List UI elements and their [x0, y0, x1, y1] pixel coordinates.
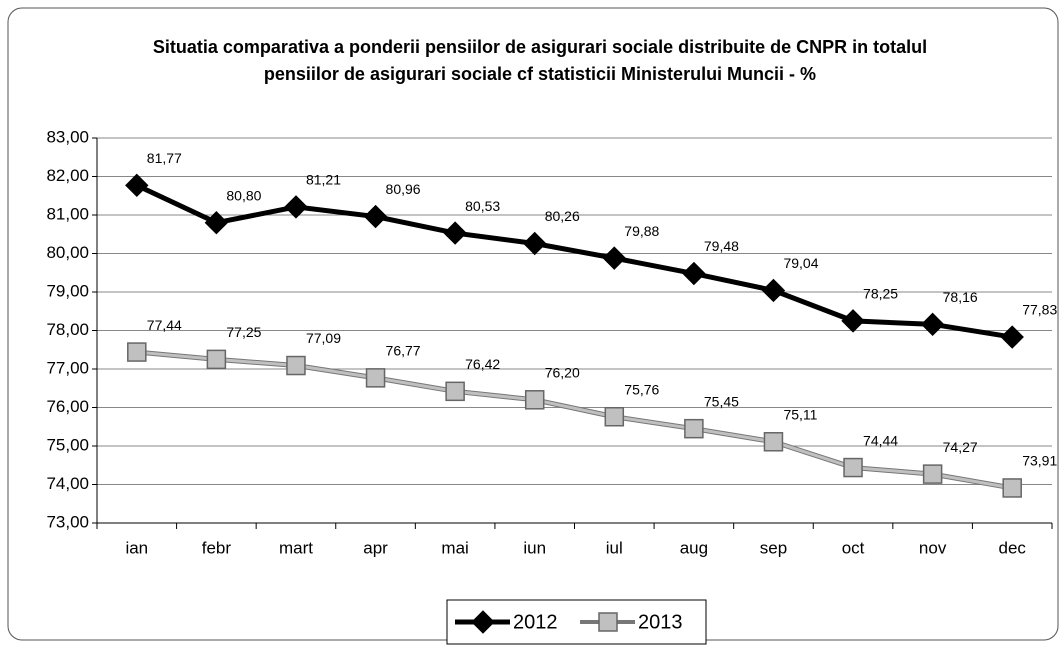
- y-tick-label: 83,00: [46, 127, 89, 146]
- y-tick-label: 74,00: [46, 474, 89, 493]
- x-tick-label: nov: [919, 538, 947, 557]
- x-tick-label: apr: [363, 538, 388, 557]
- marker: [286, 355, 306, 376]
- data-label: 76,42: [465, 356, 500, 372]
- marker: [598, 612, 618, 632]
- marker: [1002, 478, 1022, 498]
- marker: [843, 457, 863, 478]
- y-tick-label: 78,00: [46, 320, 89, 339]
- marker: [363, 204, 388, 229]
- marker: [523, 231, 547, 256]
- y-tick-label: 76,00: [46, 397, 89, 416]
- x-tick-label: sep: [760, 538, 787, 557]
- data-label: 78,16: [943, 289, 978, 305]
- marker: [365, 368, 386, 388]
- marker: [684, 418, 704, 439]
- marker: [922, 464, 943, 484]
- marker: [841, 309, 865, 333]
- data-label: 74,44: [863, 432, 898, 448]
- marker: [206, 349, 227, 370]
- marker: [604, 406, 625, 427]
- data-label: 77,25: [226, 324, 261, 340]
- marker: [284, 195, 308, 219]
- x-tick-label: oct: [842, 538, 865, 557]
- marker: [763, 432, 784, 452]
- data-label: 79,48: [704, 238, 739, 254]
- y-tick-label: 79,00: [46, 281, 89, 300]
- data-label: 75,45: [704, 393, 739, 409]
- x-tick-label: iun: [523, 538, 546, 557]
- chart-title: Situatia comparativa a ponderii pensiilo…: [152, 37, 928, 84]
- marker: [471, 610, 495, 634]
- marker: [920, 312, 945, 337]
- data-label: 80,26: [545, 208, 580, 224]
- data-label: 81,21: [306, 172, 341, 188]
- marker: [127, 342, 147, 362]
- data-label: 80,80: [226, 187, 261, 203]
- marker: [761, 278, 786, 303]
- data-label: 77,83: [1022, 302, 1057, 318]
- x-tick-label: iul: [606, 538, 623, 557]
- data-label: 81,77: [147, 150, 182, 166]
- x-tick-label: ian: [125, 538, 148, 557]
- marker: [445, 381, 465, 402]
- data-label: 73,91: [1022, 453, 1057, 469]
- marker: [125, 173, 149, 198]
- x-tick-label: dec: [998, 538, 1026, 557]
- marker: [682, 261, 706, 286]
- data-label: 75,76: [624, 381, 659, 397]
- y-tick-label: 80,00: [46, 243, 89, 262]
- y-tick-label: 73,00: [46, 512, 89, 531]
- series-line: [135, 183, 1013, 340]
- data-label: 79,88: [624, 223, 659, 239]
- data-label: 80,53: [465, 198, 500, 214]
- marker: [1000, 325, 1024, 349]
- data-label: 76,20: [545, 365, 580, 381]
- x-tick-label: mai: [441, 538, 468, 557]
- y-tick-label: 75,00: [46, 435, 89, 454]
- data-label: 77,44: [147, 317, 182, 333]
- x-tick-label: aug: [680, 538, 708, 557]
- data-label: 80,96: [386, 181, 421, 197]
- marker: [524, 390, 545, 410]
- data-label: 77,09: [306, 330, 341, 346]
- legend-label: 2012: [513, 611, 558, 633]
- x-tick-label: mart: [279, 538, 313, 557]
- series-line: [136, 350, 1013, 490]
- data-label: 79,04: [783, 255, 818, 271]
- data-label: 75,11: [783, 406, 817, 422]
- legend-label: 2013: [638, 611, 683, 633]
- x-tick-label: febr: [202, 538, 232, 557]
- data-label: 74,27: [943, 439, 978, 455]
- marker: [602, 246, 626, 270]
- marker: [443, 221, 467, 245]
- y-tick-label: 81,00: [46, 204, 89, 223]
- y-tick-label: 77,00: [46, 358, 89, 377]
- data-label: 78,25: [863, 286, 898, 302]
- y-tick-label: 82,00: [46, 166, 89, 185]
- data-label: 76,77: [386, 343, 421, 359]
- marker: [204, 210, 229, 235]
